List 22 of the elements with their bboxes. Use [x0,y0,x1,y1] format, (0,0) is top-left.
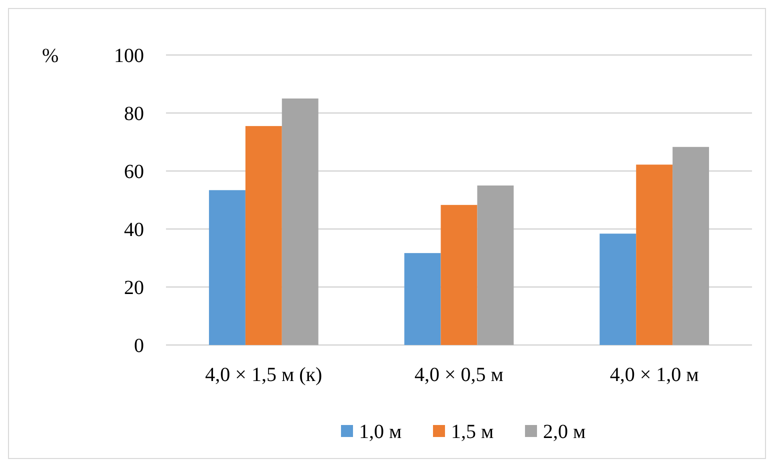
y-tick-label: 60 [124,161,144,183]
y-axis-title: % [42,45,59,67]
legend-label: 2,0 м [543,421,586,443]
bar [440,204,478,345]
y-tick-label: 100 [114,45,144,67]
y-tick-label: 20 [124,277,144,299]
bar [672,146,710,345]
bar [208,190,246,345]
bar [404,253,441,345]
y-tick-label: 80 [124,103,144,125]
y-tick-label: 0 [134,335,144,357]
bar [600,234,636,345]
bar [282,98,318,345]
x-tick-label: 4,0 × 0,5 м [414,364,504,386]
bar [636,164,673,345]
legend-label: 1,0 м [359,421,402,443]
bar [245,126,282,345]
x-tick-label: 4,0 × 1,5 м (к) [205,364,322,386]
y-tick-label: 40 [124,219,144,241]
x-tick-label: 4,0 × 1,0 м [610,364,700,386]
bar [477,186,514,345]
legend-label: 1,5 м [451,421,494,443]
